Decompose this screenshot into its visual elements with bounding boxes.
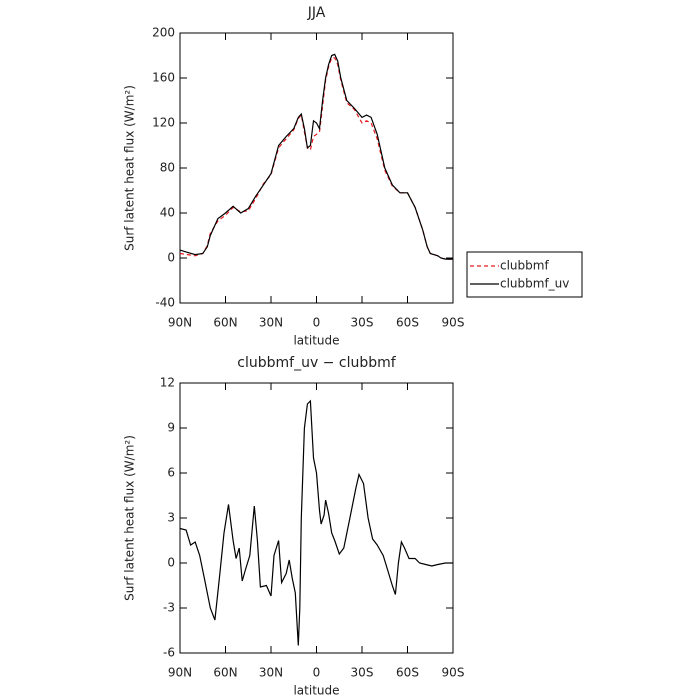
legend-label: clubbmf_uv <box>500 277 569 291</box>
x-tick-label: 60S <box>396 316 419 330</box>
x-tick-label: 30N <box>259 316 283 330</box>
y-tick-label: -3 <box>163 601 175 615</box>
y-tick-label: 80 <box>160 161 175 175</box>
y-tick-label: 40 <box>160 206 175 220</box>
y-axis-label: Surf latent heat flux (W/m²) <box>123 85 137 251</box>
x-tick-label: 90N <box>168 316 192 330</box>
y-tick-label: 120 <box>152 116 175 130</box>
legend-label: clubbmf <box>500 259 549 273</box>
x-tick-label: 0 <box>313 666 321 680</box>
y-tick-label: 12 <box>160 376 175 390</box>
y-tick-label: 160 <box>152 71 175 85</box>
x-tick-label: 0 <box>313 316 321 330</box>
series-line <box>179 57 453 260</box>
series-line <box>179 399 453 646</box>
y-tick-label: -40 <box>155 296 175 310</box>
x-tick-label: 60N <box>213 316 237 330</box>
y-axis-label: Surf latent heat flux (W/m²) <box>123 435 137 601</box>
chart-title: JJA <box>307 5 326 21</box>
x-axis-label: latitude <box>293 334 339 348</box>
legend-frame <box>466 251 583 298</box>
x-axis-label: latitude <box>293 684 339 698</box>
plot-frame <box>179 32 454 304</box>
chart-title: clubbmf_uv − clubbmf <box>237 355 396 371</box>
x-tick-label: 30S <box>351 666 374 680</box>
y-tick-label: 200 <box>152 26 175 40</box>
y-tick-label: 6 <box>167 466 175 480</box>
x-tick-label: 90N <box>168 666 192 680</box>
y-tick-label: 3 <box>167 511 175 525</box>
y-tick-label: 0 <box>167 556 175 570</box>
x-tick-label: 90S <box>442 316 465 330</box>
y-tick-label: 0 <box>167 251 175 265</box>
x-tick-label: 90S <box>442 666 465 680</box>
x-tick-label: 30N <box>259 666 283 680</box>
y-tick-label: 9 <box>167 421 175 435</box>
x-tick-label: 60N <box>213 666 237 680</box>
plot-frame <box>179 382 454 654</box>
y-tick-label: -6 <box>163 646 175 660</box>
series-line <box>179 53 453 260</box>
x-tick-label: 30S <box>351 316 374 330</box>
legend: clubbmf clubbmf_uv <box>466 251 583 298</box>
x-tick-label: 60S <box>396 666 419 680</box>
